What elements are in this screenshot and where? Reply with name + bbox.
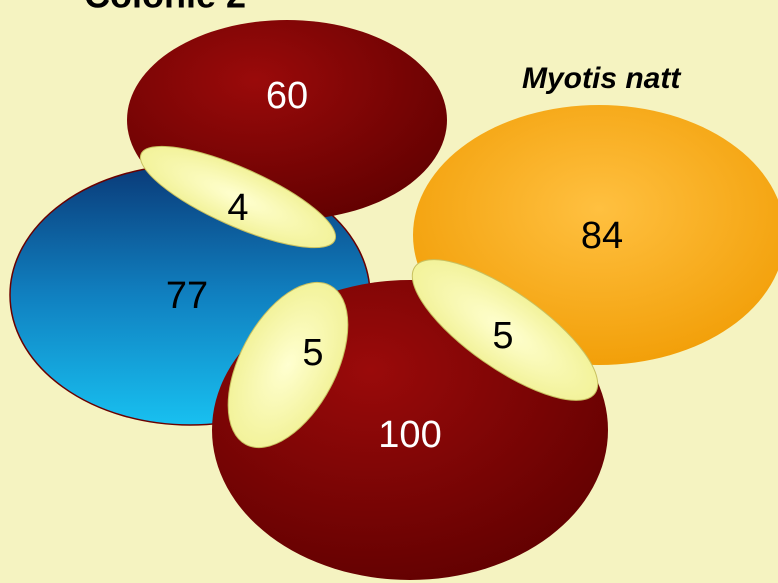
overlap-right xyxy=(411,259,599,401)
region-label: 100 xyxy=(378,414,441,456)
overlap-top xyxy=(139,145,337,249)
region-label: 5 xyxy=(302,332,323,374)
title-right: Myotis natt xyxy=(522,62,682,95)
overlap-left xyxy=(227,281,349,449)
region-label: 77 xyxy=(166,275,208,317)
region-label: 60 xyxy=(266,75,308,117)
region-label: 4 xyxy=(227,187,248,229)
region-label: 84 xyxy=(581,215,623,257)
title-left: Colonie 2 xyxy=(84,0,246,16)
region-label: 5 xyxy=(492,315,513,357)
